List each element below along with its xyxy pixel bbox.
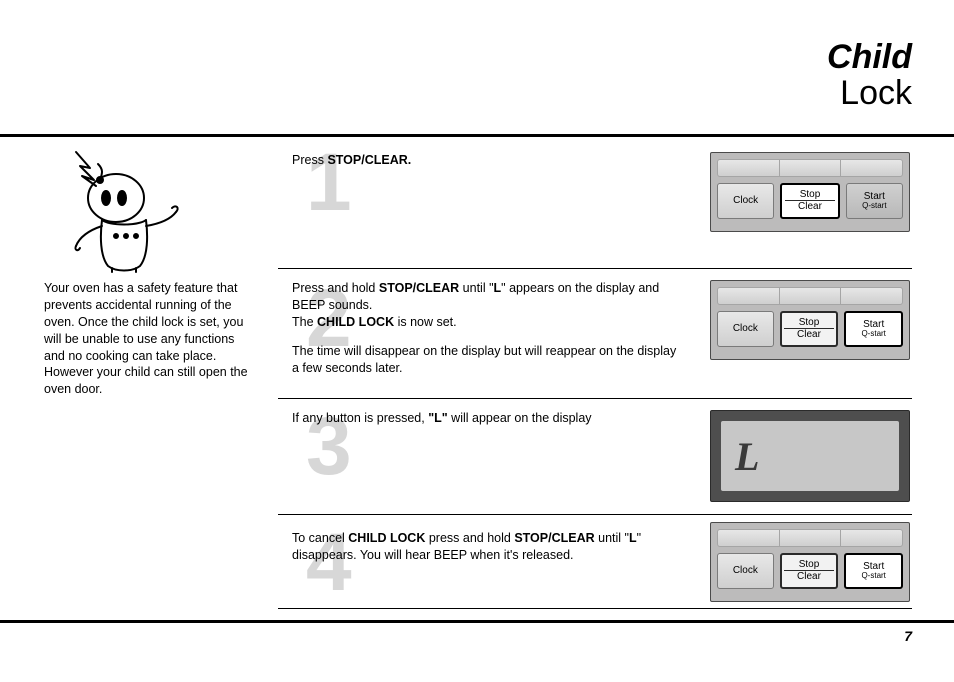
display-screen: L: [721, 421, 899, 491]
control-panel-1: Clock Stop Clear Start Q-start: [710, 152, 910, 232]
divider-step-1: [278, 268, 912, 269]
stop-label: Stop: [784, 318, 833, 330]
clear-label: Clear: [797, 330, 821, 341]
divider-step-2: [278, 398, 912, 399]
s2g: CHILD LOCK: [317, 315, 394, 329]
step-2: Press and hold STOP/CLEAR until "L" appe…: [292, 280, 682, 376]
divider-step-3: [278, 514, 912, 515]
clock-label: Clock: [733, 566, 758, 577]
display-panel: L: [710, 410, 910, 502]
s4f: L: [629, 531, 637, 545]
qstart-label: Q-start: [861, 330, 885, 338]
s4b: CHILD LOCK: [348, 531, 425, 545]
qstart-label: Q-start: [861, 572, 885, 580]
step-1: Press STOP/CLEAR.: [292, 152, 682, 169]
start-button[interactable]: Start Q-start: [844, 311, 903, 347]
s2a: Press and hold: [292, 281, 379, 295]
stop-clear-button[interactable]: Stop Clear: [780, 311, 839, 347]
clock-label: Clock: [733, 324, 758, 335]
s3b: "L": [428, 411, 448, 425]
s4d: STOP/CLEAR: [514, 531, 594, 545]
clock-button[interactable]: Clock: [717, 183, 774, 219]
divider-step-4: [278, 608, 912, 609]
s2f: The: [292, 315, 317, 329]
step-4: To cancel CHILD LOCK press and hold STOP…: [292, 530, 682, 564]
s2i: The time will disappear on the display b…: [292, 344, 676, 375]
page-number: 7: [904, 628, 912, 644]
s4a: To cancel: [292, 531, 348, 545]
s3a: If any button is pressed,: [292, 411, 428, 425]
clock-label: Clock: [733, 196, 758, 207]
clock-button[interactable]: Clock: [717, 553, 774, 589]
s2h: is now set.: [394, 315, 457, 329]
qstart-label: Q-start: [862, 202, 886, 210]
step1-pre: Press: [292, 153, 327, 167]
panel-top-bar: [717, 529, 903, 547]
s2b: STOP/CLEAR: [379, 281, 459, 295]
step1-bold: STOP/CLEAR.: [327, 153, 411, 167]
stop-label: Stop: [785, 190, 835, 202]
control-panel-2: Clock Stop Clear Start Q-start: [710, 280, 910, 360]
start-button[interactable]: Start Q-start: [844, 553, 903, 589]
panel-top-bar: [717, 287, 903, 305]
stop-label: Stop: [784, 560, 833, 572]
title-line1: Child: [827, 40, 912, 76]
mascot-illustration: [50, 146, 190, 274]
stop-clear-button[interactable]: Stop Clear: [780, 553, 839, 589]
intro-text: Your oven has a safety feature that prev…: [44, 280, 254, 398]
stop-clear-button[interactable]: Stop Clear: [780, 183, 839, 219]
start-button[interactable]: Start Q-start: [846, 183, 903, 219]
page-title: Child Lock: [827, 40, 912, 111]
s2c: until ": [459, 281, 493, 295]
control-panel-4: Clock Stop Clear Start Q-start: [710, 522, 910, 602]
panel-top-bar: [717, 159, 903, 177]
intro-p2: However your child can still open the ov…: [44, 365, 248, 396]
title-line2: Lock: [827, 76, 912, 112]
clear-label: Clear: [797, 572, 821, 583]
step-3: If any button is pressed, "L" will appea…: [292, 410, 682, 427]
intro-p1: Your oven has a safety feature that prev…: [44, 281, 243, 363]
s4c: press and hold: [425, 531, 514, 545]
display-char: L: [735, 433, 759, 480]
s4e: until ": [595, 531, 629, 545]
divider-top: [0, 134, 954, 137]
divider-bottom: [0, 620, 954, 623]
clear-label: Clear: [798, 202, 822, 213]
s3c: will appear on the display: [448, 411, 592, 425]
clock-button[interactable]: Clock: [717, 311, 774, 347]
